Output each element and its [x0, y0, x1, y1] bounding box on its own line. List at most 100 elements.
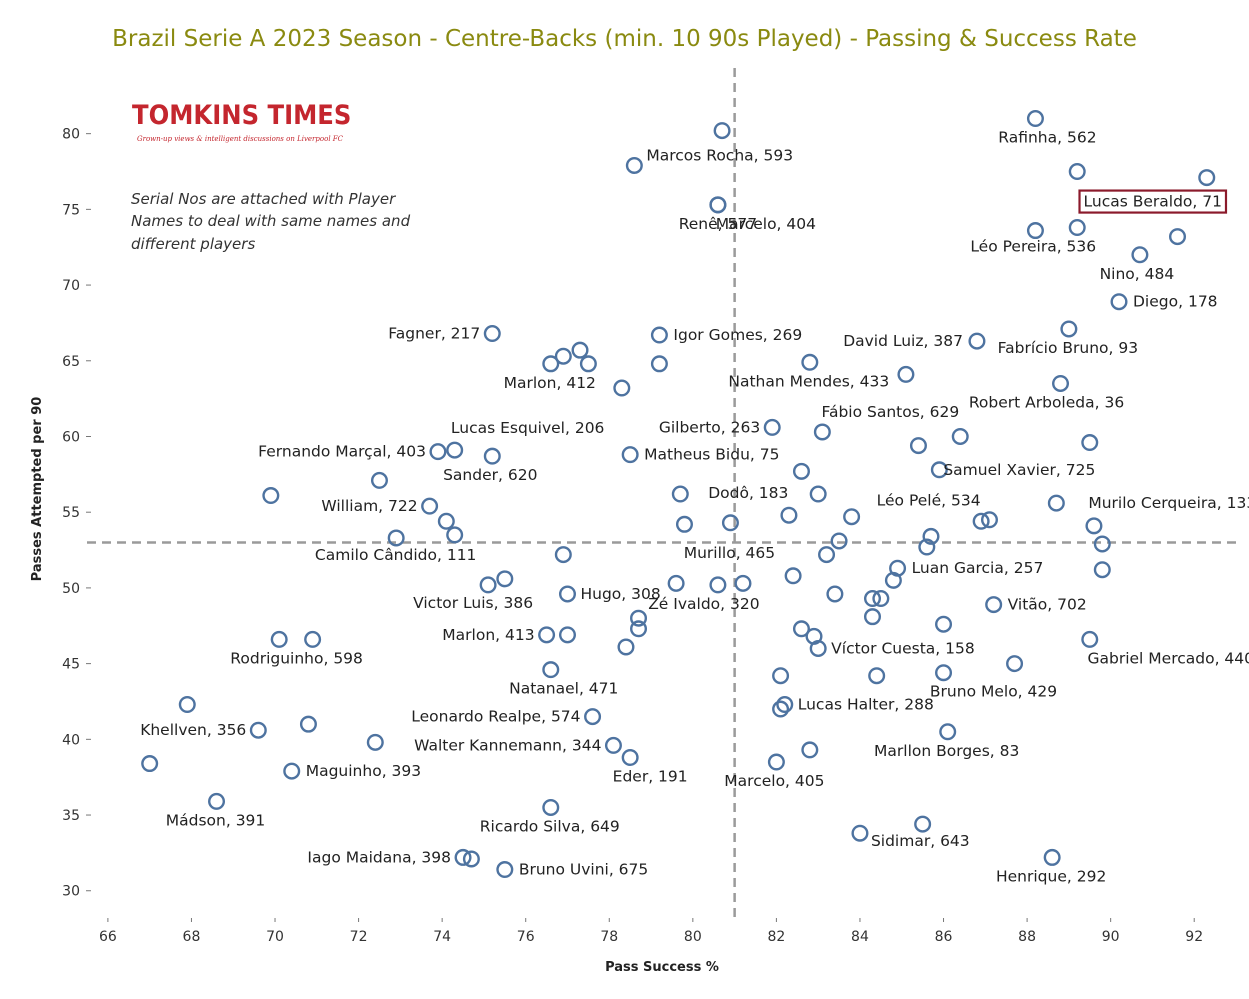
data-point — [542, 798, 560, 816]
data-point — [909, 437, 927, 455]
data-point — [830, 532, 848, 550]
point-label: Renê, 577 — [679, 215, 757, 233]
point-label: Nathan Mendes, 433 — [728, 372, 889, 390]
point-label: William, 722 — [321, 497, 417, 515]
y-tick-label: 45 — [62, 657, 80, 673]
data-point — [542, 355, 560, 373]
data-point — [780, 506, 798, 524]
data-point — [918, 538, 936, 556]
point-label: Eder, 191 — [613, 767, 688, 785]
highlight-box — [1078, 189, 1228, 214]
y-tick-label: 40 — [62, 732, 80, 748]
logo-tagline: Grown-up views & intelligent discussions… — [137, 135, 344, 143]
data-point — [818, 546, 836, 564]
x-tick-label: 66 — [99, 929, 117, 945]
data-point — [721, 514, 739, 532]
data-point — [554, 347, 572, 365]
point-label: Robert Arboleda, 36 — [969, 393, 1124, 411]
point-label: Marlon, 412 — [504, 374, 596, 392]
data-point — [897, 365, 915, 383]
data-point — [868, 667, 886, 685]
data-point — [667, 574, 685, 592]
data-point — [809, 485, 827, 503]
point-label: Marcelo, 405 — [724, 772, 824, 790]
data-point — [813, 423, 831, 441]
data-point — [863, 608, 881, 626]
data-point — [650, 326, 668, 344]
data-point — [1047, 494, 1065, 512]
data-point — [650, 355, 668, 373]
data-point — [483, 447, 501, 465]
data-point — [675, 515, 693, 533]
x-tick-label: 72 — [350, 929, 368, 945]
data-point — [584, 708, 602, 726]
data-point — [613, 379, 631, 397]
data-point — [483, 325, 501, 343]
data-point — [283, 762, 301, 780]
point-label: Rodriguinho, 598 — [230, 649, 363, 667]
data-point — [617, 638, 635, 656]
x-tick-label: 80 — [684, 929, 702, 945]
data-point — [538, 626, 556, 644]
data-point — [809, 639, 827, 657]
data-point — [709, 196, 727, 214]
data-point — [792, 620, 810, 638]
x-axis-title: Pass Success % — [605, 960, 719, 975]
y-tick-label: 35 — [62, 808, 80, 824]
point-label: Marlon, 413 — [442, 626, 534, 644]
data-point — [980, 511, 998, 529]
reference-lines — [87, 68, 1236, 918]
x-tick-label: 76 — [517, 929, 535, 945]
point-label: Murillo, 465 — [684, 544, 775, 562]
point-label: Vitão, 702 — [1008, 596, 1087, 614]
point-label: Gilberto, 263 — [659, 418, 760, 436]
data-point — [446, 526, 464, 544]
data-point — [801, 741, 819, 759]
point-label: Diego, 178 — [1133, 293, 1218, 311]
point-label: Mádson, 391 — [166, 811, 266, 829]
point-label: Gabriel Mercado, 440 — [1087, 649, 1249, 667]
x-tick-label: 86 — [935, 929, 953, 945]
point-label: Dodô, 183 — [708, 484, 788, 502]
data-point — [772, 667, 790, 685]
data-point — [208, 792, 226, 810]
data-point — [851, 824, 869, 842]
data-point — [922, 527, 940, 545]
data-point — [437, 512, 455, 530]
point-label: Natanael, 471 — [509, 680, 618, 698]
x-tick-label: 82 — [767, 929, 785, 945]
data-point — [579, 355, 597, 373]
y-axis-title: Passes Attempted per 90 — [30, 397, 45, 582]
point-label: Fernando Marçal, 403 — [258, 443, 426, 461]
data-point — [304, 630, 322, 648]
axes: 66 68 70 72 74 76 78 80 82 84 86 88 90 92 30 35 40 45 50 55… — [62, 127, 1203, 945]
data-point — [1085, 517, 1103, 535]
data-point — [299, 715, 317, 733]
data-point — [370, 471, 388, 489]
data-point — [429, 443, 447, 461]
point-label: Lucas Beraldo, 71 — [1084, 193, 1222, 211]
point-label: Marcelo, 404 — [716, 215, 816, 233]
tomkins-times-logo: TOMKINS TIMES Grown-up views & intellige… — [132, 100, 351, 143]
y-tick-label: 50 — [62, 581, 80, 597]
point-label: Fabrício Bruno, 93 — [998, 339, 1138, 357]
point-label: Sidimar, 643 — [871, 832, 970, 850]
x-tick-label: 68 — [183, 929, 201, 945]
data-point — [621, 748, 639, 766]
data-point — [630, 620, 648, 638]
point-label: Matheus Bidu, 75 — [644, 446, 779, 464]
chart-title: Brazil Serie A 2023 Season - Centre-Back… — [112, 26, 1137, 52]
point-label: Lucas Esquivel, 206 — [451, 419, 605, 437]
data-point — [270, 630, 288, 648]
data-point — [763, 418, 781, 436]
data-point — [1093, 561, 1111, 579]
data-point — [479, 576, 497, 594]
data-point — [968, 332, 986, 350]
data-point — [454, 848, 472, 866]
data-point — [939, 723, 957, 741]
note-line-3: different players — [131, 235, 255, 253]
data-point — [1081, 630, 1099, 648]
data-point — [709, 576, 727, 594]
point-label: Camilo Cândido, 111 — [315, 546, 477, 564]
